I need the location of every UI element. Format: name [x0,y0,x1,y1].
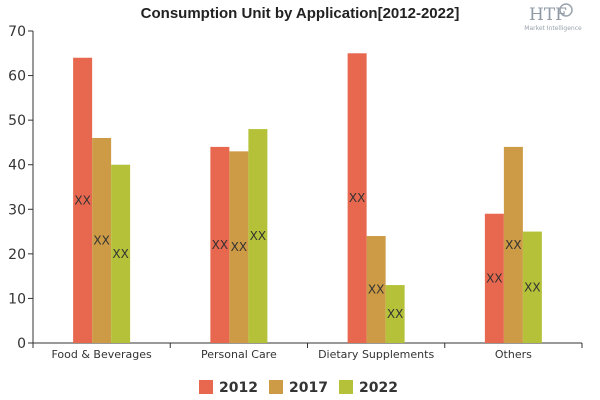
bar [92,137,112,343]
x-tick-label: Personal Care [201,348,277,361]
data-label: XX [250,229,266,243]
chart-title: Consumption Unit by Application[2012-202… [141,5,460,22]
data-label: XX [505,238,521,252]
data-label: XX [368,283,384,297]
bar [385,285,405,343]
bar [522,231,542,343]
legend-label: 2012 [219,380,258,396]
y-tick-label: 60 [8,69,26,85]
x-tick-label: Others [495,348,532,361]
bar [503,146,523,343]
data-label: XX [93,233,109,247]
y-tick-label: 40 [8,158,26,174]
data-label: XX [486,271,502,285]
logo-tagline: Market Intelligence [524,25,582,32]
y-tick-label: 10 [8,291,26,307]
bar [347,53,367,344]
bar [484,213,504,343]
y-tick-label: 0 [17,336,26,352]
data-label: XX [74,193,90,207]
y-tick-label: 30 [8,202,26,218]
x-axis: Food & Beverages Personal Care Dietary Sup… [32,342,583,361]
legend-swatch [269,380,283,394]
legend-swatch [199,380,213,394]
bar [111,164,131,343]
bar [73,57,93,343]
bar [366,236,386,343]
globe-icon [559,3,573,17]
data-label: XX [387,307,403,321]
data-label: XX [212,238,228,252]
y-tick-label: 20 [8,247,26,263]
legend: 2012 2017 2022 [199,380,398,396]
legend-label: 2022 [359,380,398,396]
legend-label: 2017 [289,380,328,396]
bar [210,146,230,343]
legend-swatch [339,380,353,394]
logo-brand: HTF [529,5,567,25]
data-label: XX [231,240,247,254]
data-label: XX [112,247,128,261]
bar [229,151,249,343]
bar [248,129,268,343]
data-label: XX [524,280,540,294]
x-tick-label: Food & Beverages [51,348,152,361]
y-tick-label: 50 [8,113,26,129]
y-tick-label: 70 [8,24,26,40]
y-axis: 0 10 20 30 40 50 60 70 [8,24,34,352]
bars [73,53,542,344]
htf-logo: HTF Market Intelligence [524,3,582,32]
data-label: XX [349,191,365,205]
x-tick-label: Dietary Supplements [318,348,434,361]
